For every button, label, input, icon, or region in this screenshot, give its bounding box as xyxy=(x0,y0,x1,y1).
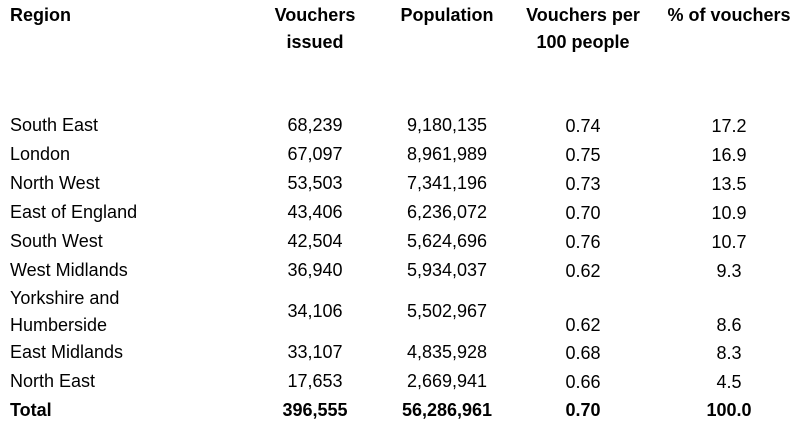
total-pct: 100.0 xyxy=(706,400,752,420)
cell-population: 8,961,989 xyxy=(406,144,488,164)
cell-pct: 4.5 xyxy=(716,372,742,392)
cell-population: 7,341,196 xyxy=(406,173,488,193)
cell-pct: 10.7 xyxy=(711,232,747,252)
cell-vouchers: 68,239 xyxy=(287,115,343,135)
cell-region: East of England xyxy=(10,202,138,222)
cell-population: 5,624,696 xyxy=(406,231,488,251)
cell-vouchers: 34,106 xyxy=(287,301,343,321)
cell-vouchers: 53,503 xyxy=(287,173,343,193)
cell-per100: 0.70 xyxy=(565,203,601,223)
cell-pct: 8.6 xyxy=(716,315,742,335)
cell-region: South West xyxy=(10,231,103,251)
cell-per100: 0.62 xyxy=(565,261,601,281)
cell-vouchers: 42,504 xyxy=(287,231,343,251)
cell-population: 2,669,941 xyxy=(406,371,488,391)
total-vouchers: 396,555 xyxy=(282,400,348,420)
total-population: 56,286,961 xyxy=(401,400,493,420)
cell-vouchers: 36,940 xyxy=(287,260,343,280)
cell-pct: 13.5 xyxy=(711,174,747,194)
cell-population: 5,502,967 xyxy=(406,301,488,321)
cell-population: 5,934,037 xyxy=(406,260,488,280)
cell-pct: 10.9 xyxy=(711,203,747,223)
cell-vouchers: 33,107 xyxy=(287,342,343,362)
cell-per100: 0.73 xyxy=(565,174,601,194)
cell-vouchers: 17,653 xyxy=(287,371,343,391)
cell-region: South East xyxy=(10,115,99,135)
cell-pct: 17.2 xyxy=(711,116,747,136)
cell-vouchers: 43,406 xyxy=(287,202,343,222)
cell-pct: 9.3 xyxy=(716,261,742,281)
header-vouchers-issued: Vouchers issued xyxy=(274,5,356,52)
header-region: Region xyxy=(10,5,71,25)
cell-per100: 0.66 xyxy=(565,372,601,392)
cell-region: London xyxy=(10,144,71,164)
cell-pct: 8.3 xyxy=(716,343,742,363)
cell-region: West Midlands xyxy=(10,260,128,280)
cell-per100: 0.76 xyxy=(565,232,601,252)
cell-population: 4,835,928 xyxy=(406,342,488,362)
header-percent-vouchers: % of vouchers xyxy=(667,5,791,25)
cell-population: 9,180,135 xyxy=(406,115,488,135)
cell-region: North West xyxy=(10,173,100,193)
total-per100: 0.70 xyxy=(565,400,601,420)
cell-per100: 0.68 xyxy=(565,343,601,363)
total-label: Total xyxy=(10,400,52,420)
cell-region-line1: Yorkshire and xyxy=(10,288,120,308)
cell-population: 6,236,072 xyxy=(406,202,488,222)
cell-pct: 16.9 xyxy=(711,145,747,165)
cell-region: North East xyxy=(10,371,96,391)
cell-per100: 0.62 xyxy=(565,315,601,335)
header-population: Population xyxy=(400,5,494,25)
cell-region: East Midlands xyxy=(10,342,124,362)
cell-per100: 0.75 xyxy=(565,145,601,165)
header-vouchers-per-100: Vouchers per 100 people xyxy=(526,5,640,52)
cell-vouchers: 67,097 xyxy=(287,144,343,164)
cell-per100: 0.74 xyxy=(565,116,601,136)
cell-region-line2: Humberside xyxy=(10,315,108,335)
